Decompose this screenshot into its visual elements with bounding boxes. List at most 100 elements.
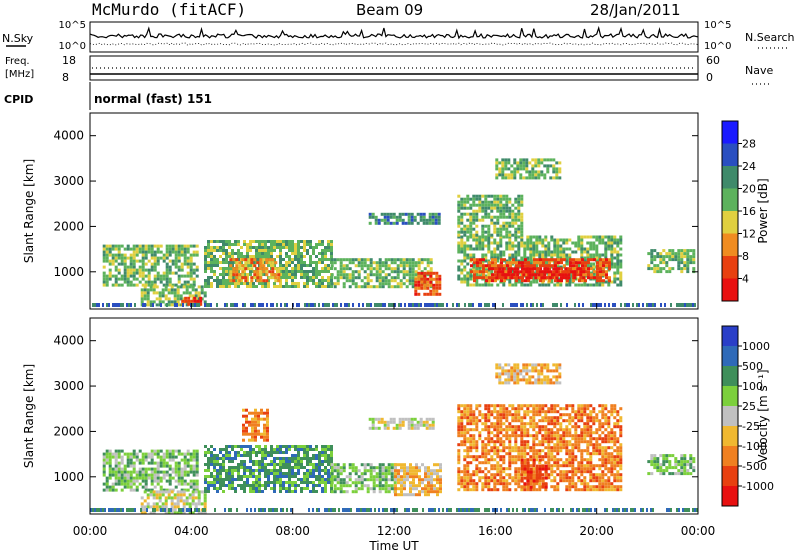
data-cell <box>478 194 482 198</box>
data-cell <box>484 482 488 486</box>
data-cell <box>268 276 272 280</box>
data-cell <box>327 249 330 252</box>
data-cell <box>427 469 430 473</box>
data-cell <box>577 277 581 281</box>
data-cell <box>261 273 264 276</box>
data-cell <box>234 282 237 285</box>
data-cell <box>144 488 148 492</box>
data-cell <box>415 469 418 473</box>
data-cell <box>321 282 324 285</box>
data-cell <box>153 244 157 248</box>
data-cell <box>177 467 181 471</box>
data-cell <box>505 230 509 234</box>
data-cell <box>229 276 233 280</box>
data-cell <box>496 440 500 444</box>
data-cell <box>425 221 429 225</box>
data-cell <box>249 270 252 273</box>
data-cell <box>184 296 188 300</box>
data-cell <box>216 490 219 493</box>
data-cell <box>481 488 485 492</box>
data-cell <box>120 458 124 462</box>
data-cell <box>232 279 236 283</box>
data-cell <box>505 431 509 435</box>
data-cell <box>333 463 337 467</box>
data-cell <box>240 460 243 463</box>
data-cell <box>499 473 503 477</box>
data-cell <box>330 264 334 268</box>
data-cell <box>315 484 318 487</box>
data-cell <box>183 280 187 284</box>
data-cell <box>555 170 559 174</box>
data-cell <box>487 452 491 456</box>
data-cell <box>312 469 315 472</box>
data-cell <box>580 241 584 245</box>
data-cell <box>689 258 693 262</box>
data-cell <box>268 261 272 265</box>
data-cell <box>252 469 255 472</box>
data-cell <box>592 253 596 257</box>
data-cell <box>508 452 512 456</box>
data-cell <box>586 283 590 287</box>
colorbar-swatch <box>722 233 738 256</box>
data-cell <box>524 273 527 277</box>
data-cell <box>126 458 130 462</box>
data-cell <box>309 475 312 478</box>
data-cell <box>318 258 321 261</box>
data-cell <box>258 469 261 472</box>
data-cell <box>484 467 488 471</box>
data-cell <box>237 270 240 273</box>
data-cell <box>381 282 385 286</box>
data-cell <box>144 458 148 462</box>
data-cell <box>354 466 358 470</box>
data-cell <box>123 262 127 266</box>
data-cell <box>435 292 439 296</box>
data-cell <box>282 285 285 288</box>
data-cell <box>505 485 509 489</box>
data-cell <box>294 249 297 252</box>
data-cell <box>532 434 536 438</box>
data-cell <box>529 488 533 492</box>
data-cell <box>478 247 482 251</box>
data-cell <box>324 460 327 463</box>
data-cell <box>481 244 485 248</box>
data-cell <box>472 488 476 492</box>
data-cell <box>300 445 303 448</box>
data-cell <box>195 488 199 492</box>
data-cell <box>463 434 467 438</box>
data-cell <box>457 473 461 477</box>
data-cell <box>513 267 517 271</box>
data-cell <box>159 485 163 489</box>
data-cell <box>207 460 210 463</box>
data-cell <box>303 481 306 484</box>
data-cell <box>203 493 207 497</box>
data-cell <box>129 274 133 278</box>
data-cell <box>256 273 260 277</box>
data-cell <box>508 425 512 429</box>
data-cell <box>508 449 512 453</box>
data-cell <box>412 466 415 470</box>
data-cell <box>537 158 541 162</box>
data-cell <box>174 265 178 269</box>
data-cell <box>540 276 544 280</box>
data-cell <box>176 288 180 292</box>
data-cell <box>460 419 464 423</box>
data-cell <box>143 499 147 503</box>
data-cell <box>505 479 509 483</box>
data-cell <box>466 488 470 492</box>
data-cell <box>315 267 318 270</box>
data-cell <box>351 261 355 265</box>
data-cell <box>336 258 340 262</box>
data-cell <box>457 416 461 420</box>
data-cell <box>528 170 532 174</box>
data-cell <box>535 244 539 248</box>
data-cell <box>526 238 530 242</box>
data-cell <box>481 206 485 210</box>
data-cell <box>146 288 150 292</box>
data-cell <box>193 299 197 303</box>
data-cell <box>590 273 593 277</box>
data-cell <box>553 283 557 287</box>
data-cell <box>593 258 596 262</box>
data-cell <box>505 235 509 239</box>
data-cell <box>267 478 270 481</box>
data-cell <box>481 476 485 480</box>
